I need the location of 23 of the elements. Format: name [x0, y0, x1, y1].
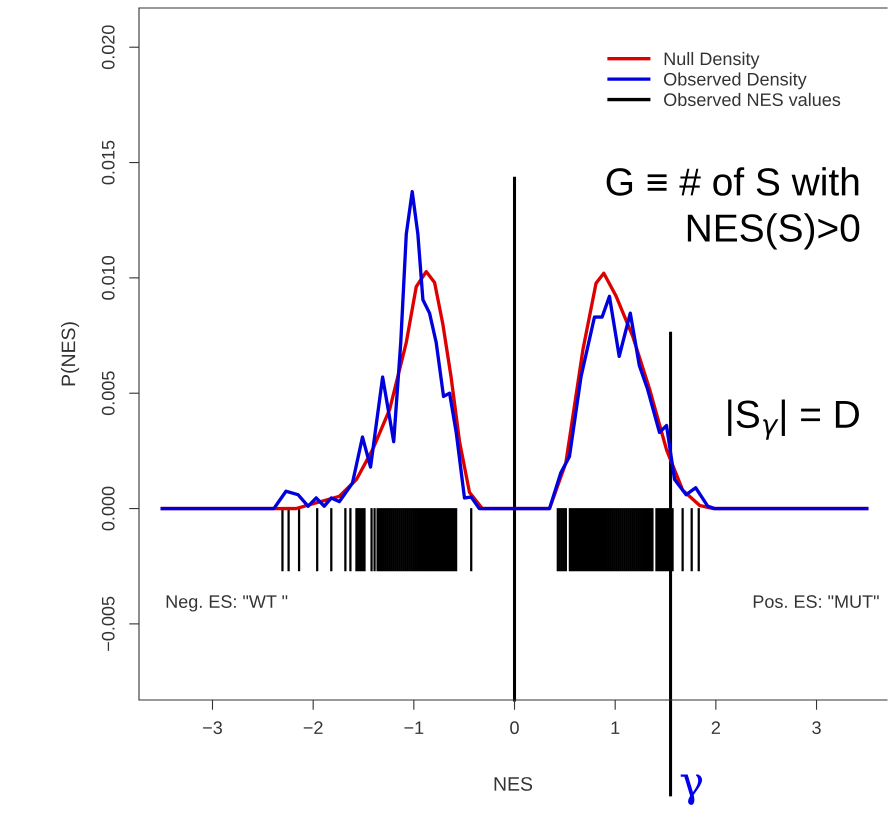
legend-label: Null Density [664, 52, 760, 69]
legend-label: Observed NES values [664, 92, 840, 106]
y-axis-title: P(NES) [60, 322, 80, 386]
y-tick-label: −0.005 [102, 596, 115, 651]
x-tick-label: 2 [712, 721, 720, 734]
x-tick-label: −2 [304, 721, 323, 734]
x-tick-label: −1 [404, 721, 424, 734]
y-tick-label: 0.010 [102, 256, 115, 300]
y-tick-label: 0.020 [102, 25, 115, 70]
annotation: Pos. ES: "MUT" [754, 595, 879, 608]
x-tick-label: 0 [510, 721, 519, 734]
x-tick-label: −3 [203, 721, 222, 734]
annotation: |S$_{γ}$| = D [728, 400, 859, 440]
x-tick-label: 3 [812, 721, 821, 734]
legend-label: Observed Density [664, 72, 807, 90]
x-axis-title: NES [494, 777, 532, 791]
y-tick-label: 0.005 [102, 371, 115, 416]
annotation: Neg. ES: "WT " [166, 595, 288, 612]
ref-line-label: γ [680, 774, 702, 805]
annotation: G ≡ # of S with NES(S)>0 [606, 167, 860, 250]
x-tick-label: 1 [612, 721, 620, 734]
y-tick-label: 0.000 [102, 486, 115, 530]
y-tick-label: 0.015 [102, 140, 115, 184]
